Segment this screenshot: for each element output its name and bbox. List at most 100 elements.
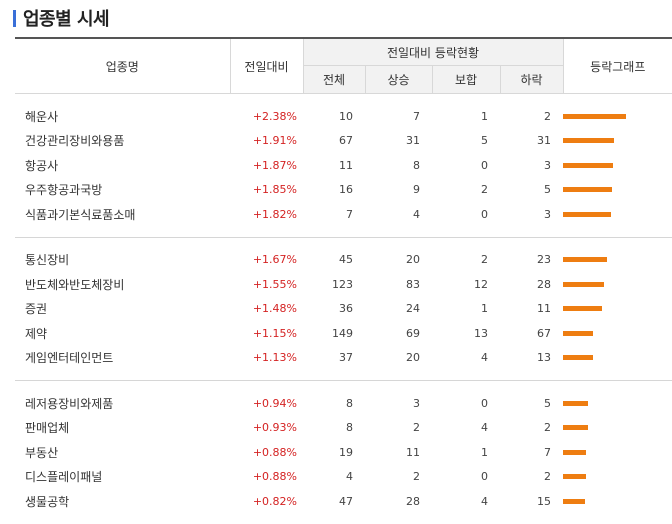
table-header: 업종명 전일대비 전일대비 등락현황 등락그래프 전체 상승 보합 하락 bbox=[15, 37, 672, 94]
down-count: 28 bbox=[537, 277, 552, 291]
spacer-cell bbox=[15, 381, 672, 391]
change-rate: +1.55% bbox=[252, 277, 297, 291]
up-count: 2 bbox=[413, 470, 420, 484]
table-row[interactable]: 반도체와반도체장비 +1.55% 123 83 12 28 bbox=[15, 272, 672, 297]
down-count: 11 bbox=[537, 302, 552, 316]
up-count: 83 bbox=[406, 277, 420, 291]
header-flat: 보합 bbox=[431, 65, 501, 94]
change-graph bbox=[563, 248, 672, 273]
group-spacer bbox=[15, 238, 672, 248]
change-bar bbox=[563, 306, 603, 312]
group-separator bbox=[15, 236, 672, 238]
sector-name-link[interactable]: 게임엔터테인먼트 bbox=[25, 351, 114, 366]
table-row[interactable]: 해운사 +2.38% 10 7 1 2 bbox=[15, 104, 672, 129]
table-row[interactable]: 항공사 +1.87% 11 8 0 3 bbox=[15, 153, 672, 178]
spacer-cell bbox=[15, 514, 672, 524]
table-row[interactable]: 우주항공과국방 +1.85% 16 9 2 5 bbox=[15, 178, 672, 203]
down-count: 2 bbox=[544, 421, 552, 435]
sector-price-table: 업종명 전일대비 전일대비 등락현황 등락그래프 전체 상승 보합 하락 해운사… bbox=[15, 37, 672, 524]
change-bar bbox=[563, 449, 587, 455]
header-name: 업종명 bbox=[15, 37, 231, 94]
group-spacer bbox=[15, 370, 672, 381]
change-graph bbox=[563, 297, 672, 322]
sector-name-link[interactable]: 제약 bbox=[25, 326, 48, 341]
change-bar bbox=[563, 355, 594, 361]
down-count: 13 bbox=[537, 351, 552, 365]
change-graph bbox=[563, 272, 672, 297]
down-count: 31 bbox=[537, 134, 552, 148]
sector-name-link[interactable]: 반도체와반도체장비 bbox=[25, 277, 125, 292]
table-body: 해운사 +2.38% 10 7 1 2 건강관리장비와용품 +1.91% 67 31 5 31 항공사 +… bbox=[15, 94, 672, 524]
flat-count: 1 bbox=[481, 109, 488, 123]
sector-name-link[interactable]: 부동산 bbox=[25, 445, 59, 460]
change-rate: +1.82% bbox=[252, 207, 297, 221]
flat-count: 13 bbox=[474, 326, 488, 340]
flat-count: 2 bbox=[481, 253, 488, 267]
change-graph bbox=[563, 346, 672, 371]
change-graph bbox=[563, 416, 672, 441]
up-count: 24 bbox=[406, 302, 420, 316]
total-count: 8 bbox=[346, 396, 353, 410]
down-count: 5 bbox=[544, 183, 552, 197]
sector-name-link[interactable]: 우주항공과국방 bbox=[25, 183, 103, 198]
total-count: 16 bbox=[339, 183, 353, 197]
total-count: 4 bbox=[346, 470, 353, 484]
sector-name-link[interactable]: 생물공학 bbox=[25, 494, 70, 509]
table-row[interactable]: 통신장비 +1.67% 45 20 2 23 bbox=[15, 248, 672, 273]
table-row[interactable]: 레저용장비와제품 +0.94% 8 3 0 5 bbox=[15, 391, 672, 416]
table-row[interactable]: 건강관리장비와용품 +1.91% 67 31 5 31 bbox=[15, 129, 672, 154]
up-count: 69 bbox=[406, 326, 420, 340]
table-row[interactable]: 증권 +1.48% 36 24 1 11 bbox=[15, 297, 672, 322]
group-spacer bbox=[15, 381, 672, 391]
change-graph bbox=[563, 178, 672, 203]
sector-name-link[interactable]: 항공사 bbox=[25, 158, 59, 173]
flat-count: 4 bbox=[481, 494, 488, 508]
table-row[interactable]: 부동산 +0.88% 19 11 1 7 bbox=[15, 440, 672, 465]
sector-name-link[interactable]: 증권 bbox=[25, 302, 48, 317]
header-up: 상승 bbox=[364, 65, 433, 94]
change-bar bbox=[563, 281, 605, 287]
flat-count: 4 bbox=[481, 421, 488, 435]
header-group: 전일대비 등락현황 bbox=[302, 37, 564, 66]
table-row[interactable]: 식품과기본식료품소매 +1.82% 7 4 0 3 bbox=[15, 202, 672, 227]
sector-name-link[interactable]: 건강관리장비와용품 bbox=[25, 134, 125, 149]
total-count: 11 bbox=[339, 158, 353, 172]
sector-name-link[interactable]: 해운사 bbox=[25, 109, 59, 124]
header-total: 전체 bbox=[302, 65, 366, 94]
change-bar bbox=[563, 400, 589, 406]
table-row[interactable]: 게임엔터테인먼트 +1.13% 37 20 4 13 bbox=[15, 346, 672, 371]
sector-name-link[interactable]: 통신장비 bbox=[25, 253, 70, 268]
flat-count: 0 bbox=[481, 158, 488, 172]
change-rate: +0.88% bbox=[252, 470, 297, 484]
table-row[interactable]: 디스플레이패널 +0.88% 4 2 0 2 bbox=[15, 465, 672, 490]
change-graph bbox=[563, 391, 672, 416]
change-bar bbox=[563, 138, 615, 144]
up-count: 4 bbox=[413, 207, 420, 221]
header-graph: 등락그래프 bbox=[562, 37, 672, 94]
table-row[interactable]: 판매업체 +0.93% 8 2 4 2 bbox=[15, 416, 672, 441]
change-rate: +1.91% bbox=[252, 134, 297, 148]
page-title: 업종별 시세 bbox=[23, 9, 110, 30]
down-count: 23 bbox=[537, 253, 552, 267]
total-count: 36 bbox=[339, 302, 353, 316]
change-rate: +2.38% bbox=[252, 109, 297, 123]
sector-name-link[interactable]: 판매업체 bbox=[25, 421, 70, 436]
down-count: 67 bbox=[537, 326, 552, 340]
sector-name-link[interactable]: 디스플레이패널 bbox=[25, 470, 103, 485]
flat-count: 4 bbox=[481, 351, 488, 365]
up-count: 31 bbox=[406, 134, 420, 148]
table-row[interactable]: 제약 +1.15% 149 69 13 67 bbox=[15, 321, 672, 346]
change-bar bbox=[563, 187, 613, 193]
change-rate: +0.82% bbox=[252, 494, 297, 508]
total-count: 10 bbox=[339, 109, 353, 123]
flat-count: 1 bbox=[481, 302, 488, 316]
total-count: 8 bbox=[346, 421, 353, 435]
up-count: 9 bbox=[413, 183, 420, 197]
sector-name-link[interactable]: 식품과기본식료품소매 bbox=[25, 207, 136, 222]
change-graph bbox=[563, 202, 672, 227]
table-row[interactable]: 생물공학 +0.82% 47 28 4 15 bbox=[15, 489, 672, 514]
down-count: 2 bbox=[544, 109, 552, 123]
change-bar bbox=[563, 113, 627, 119]
flat-count: 1 bbox=[481, 445, 488, 459]
sector-name-link[interactable]: 레저용장비와제품 bbox=[25, 396, 114, 411]
